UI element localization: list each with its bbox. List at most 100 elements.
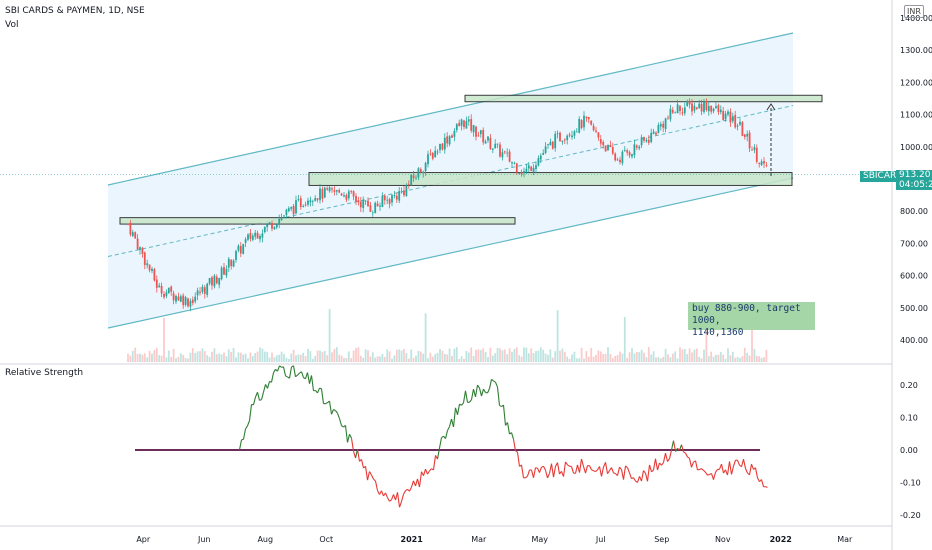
candle-body [515,163,518,173]
volume-bar [429,352,432,362]
candle-body [434,150,437,158]
rs-line-segment [410,480,415,488]
rs-line-segment [374,480,379,491]
volume-bar [376,356,379,362]
candle-body [703,102,705,112]
volume-bar [266,351,269,362]
candle-body [717,105,720,113]
rs-line-segment [640,470,645,482]
candle-body [297,199,300,200]
volume-bar [566,356,569,362]
candle-body [681,112,684,114]
candle-body [151,268,153,271]
candle-body [350,191,353,193]
price-tick-label: 1400.00 [900,14,932,23]
candle-body [203,287,206,294]
candle-body [287,208,290,212]
volume-bar [700,358,703,362]
rs-line-segment [389,499,392,502]
candle-body [333,190,336,192]
rs-line-segment [270,372,275,383]
candle-body [655,132,657,135]
volume-bar [703,349,705,362]
volume-bar [319,350,321,362]
volume-bar [626,357,629,362]
candle-body [160,285,163,294]
candle-body [134,232,137,239]
candle-body [619,159,621,163]
volume-bar [753,348,756,362]
volume-bar [575,358,578,362]
candle-body [683,107,686,114]
price-tick-label: 1100.00 [900,111,932,120]
volume-bar [422,353,425,362]
candle-body [196,290,199,296]
candle-body [530,166,533,171]
candle-body [148,264,151,271]
candle-body [537,158,540,166]
volume-bar [693,349,696,362]
rs-line-segment [636,476,641,483]
rs-line-segment [525,475,528,479]
price-tick-label: 700.00 [900,239,928,248]
candle-body [520,171,523,175]
candle-body [539,155,542,160]
volume-bar [731,351,734,362]
rs-line-segment [740,458,745,467]
trade-note[interactable]: buy 880-900, target 1000, 1140,1360 [688,302,815,338]
volume-bar [179,353,182,362]
volume-bar [715,354,717,362]
candle-body [215,276,218,284]
volume-bar [398,349,401,362]
rs-line-segment [732,460,737,467]
rs-line-segment [526,469,531,477]
volume-bar [328,309,331,362]
volume-bar [369,356,372,362]
volume-bar [167,350,170,362]
volume-bar [475,349,477,362]
candle-body [251,235,254,240]
candle-body [736,125,739,127]
volume-bar [470,347,473,362]
price-tick-label: 800.00 [900,207,928,216]
volume-bar [628,352,631,362]
rs-line-segment [325,402,328,405]
volume-bar [374,357,377,362]
volume-bar [583,358,585,362]
rs-line-segment [346,434,351,443]
volume-bar [547,354,549,362]
rs-line-segment [664,453,669,462]
rs-line-segment [643,470,646,474]
volume-bar [407,358,410,362]
candle-body [700,103,703,112]
rs-line-segment [396,492,401,508]
candle-body [302,206,305,208]
currency-button[interactable]: INR [904,5,924,18]
candles [127,98,768,312]
candle-body [239,246,242,254]
rs-line-segment [742,458,747,469]
volume-bar [419,351,422,362]
rs-line-segment [432,455,437,470]
volume-bar [515,347,518,362]
volume-bar [669,357,672,362]
rs-line-segment [380,490,385,497]
last-price: 913.20 [899,170,931,180]
volume-bar [367,350,369,362]
candle-body [679,105,681,112]
volume-bar [676,358,679,362]
time-tick-label: Mar [837,535,853,544]
volume-bar [537,350,540,362]
candle-body [290,206,293,209]
candle-body [614,153,617,161]
volume-bar [523,347,525,362]
candle-body [367,200,369,207]
rs-line-segment [619,466,622,470]
volume-bar [472,356,475,362]
candle-body [175,295,177,302]
volume-bar [263,351,266,362]
candle-body [484,141,487,144]
volume-bar [172,348,175,362]
candle-body [729,111,732,123]
